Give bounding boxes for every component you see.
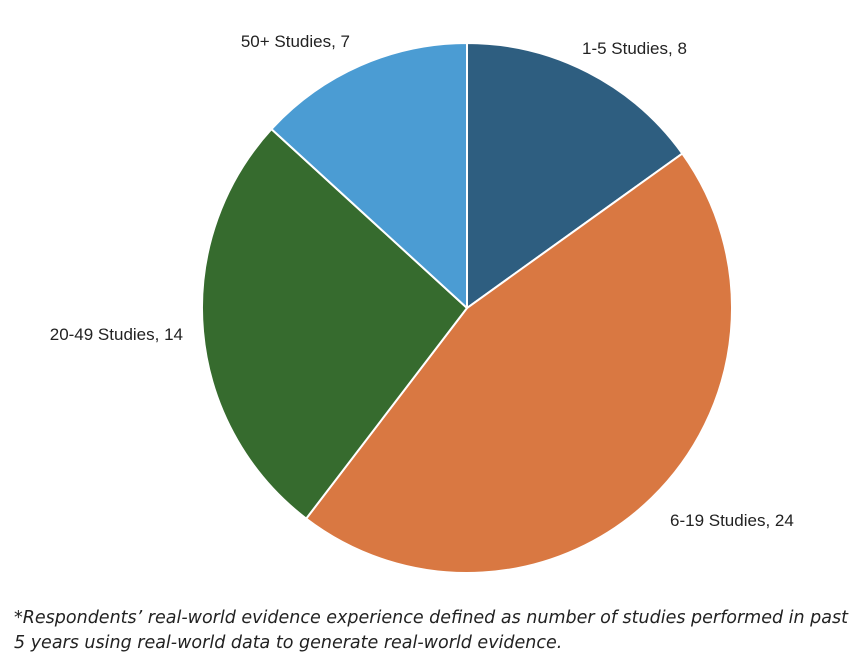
slice-label-20-49-studies: 20-49 Studies, 14 (50, 325, 183, 344)
footnote-line-1: *Respondents’ real-world evidence experi… (14, 608, 848, 628)
slice-label-6-19-studies: 6-19 Studies, 24 (670, 511, 794, 530)
pie-slices (201, 42, 733, 574)
pie-labels: 1-5 Studies, 8 6-19 Studies, 24 20-49 Stud… (50, 32, 794, 530)
pie-slice-6-19-studies (305, 152, 733, 574)
slice-label-50-studies: 50+ Studies, 7 (241, 32, 350, 51)
pie-slice-20-49-studies (201, 128, 468, 520)
pie-chart: 1-5 Studies, 8 6-19 Studies, 24 20-49 Stud… (50, 32, 794, 574)
footnote-line-2: 5 years using real-world data to generat… (14, 633, 563, 653)
slice-label-1-5-studies: 1-5 Studies, 8 (582, 39, 687, 58)
pie-slice-1-5-studies (466, 42, 684, 309)
pie-slice-50-studies (270, 42, 468, 309)
footnote: *Respondents’ real-world evidence experi… (14, 606, 854, 656)
